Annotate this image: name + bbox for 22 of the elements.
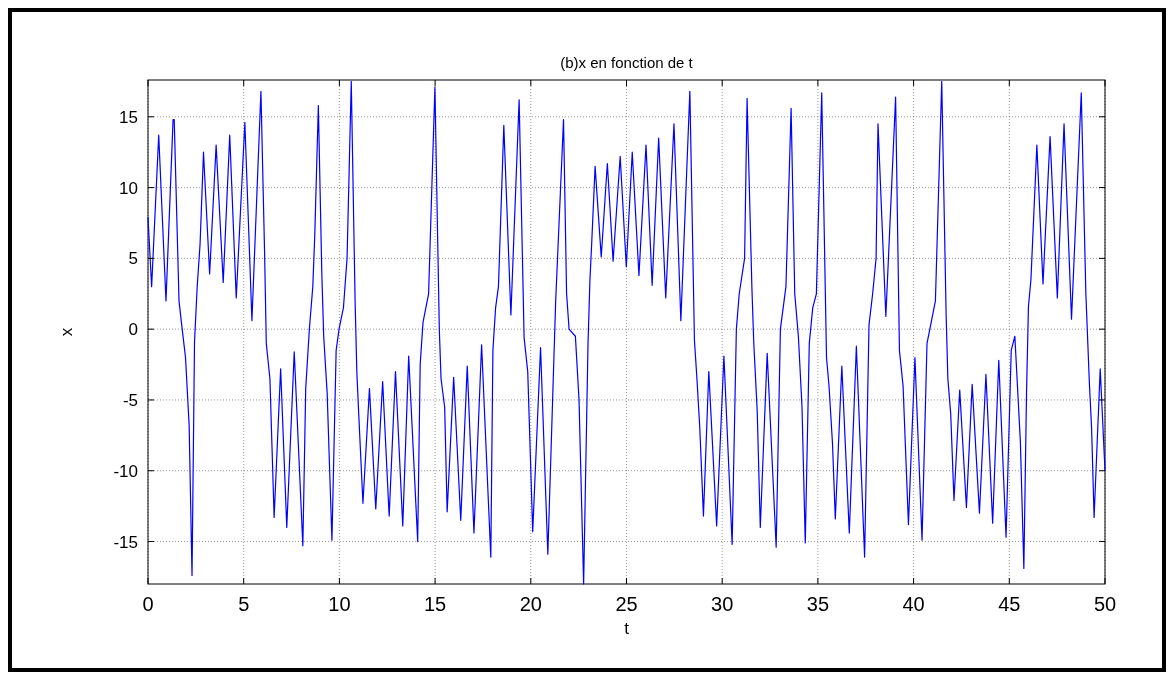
x-axis-title: t <box>624 619 630 638</box>
x-tick-label: 30 <box>711 593 734 615</box>
y-axis-title: x <box>57 327 76 337</box>
x-tick-label: 5 <box>238 593 250 615</box>
x-tick-label: 20 <box>519 593 542 615</box>
line-series <box>147 80 1106 585</box>
x-tick-label: 15 <box>423 593 447 615</box>
x-tick-label: 35 <box>806 593 830 615</box>
y-tick-label: -10 <box>113 461 138 481</box>
x-tick-label: 0 <box>142 593 154 615</box>
y-tick-label: 5 <box>128 249 138 269</box>
x-tick-label: 40 <box>902 593 925 615</box>
x-tick-label: 50 <box>1093 593 1117 615</box>
y-tick-label: 15 <box>119 107 138 127</box>
y-tick-label: 0 <box>128 320 138 340</box>
y-tick-label: -15 <box>113 532 138 552</box>
x-tick-label: 10 <box>328 593 351 615</box>
y-tick-label: -5 <box>122 390 138 410</box>
x-tick-label: 45 <box>998 593 1021 615</box>
y-tick-label: 10 <box>119 178 138 198</box>
x-tick-label: 25 <box>615 593 638 615</box>
chart-title: (b)x en fonction de t <box>560 54 694 71</box>
